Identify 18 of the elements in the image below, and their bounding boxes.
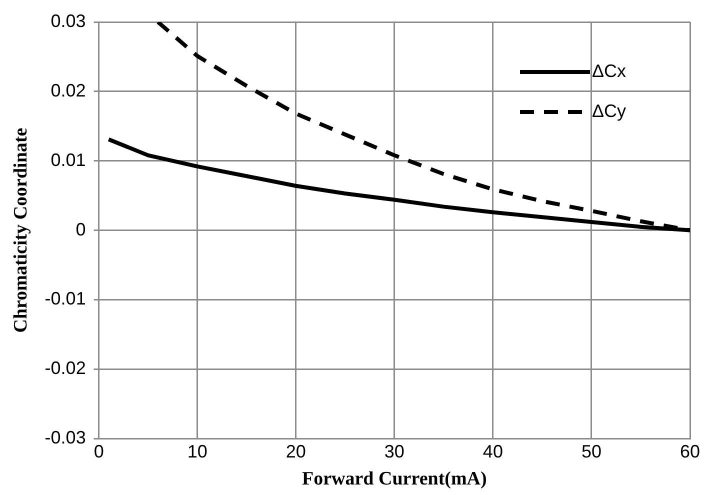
x-tick-label: 40 — [482, 441, 503, 462]
x-tick-label: 60 — [680, 441, 700, 462]
x-tick-label: 10 — [187, 441, 208, 462]
x-tick-label: 20 — [286, 441, 306, 462]
legend-label: ΔCx — [592, 60, 626, 81]
y-tick-label: -0.03 — [44, 428, 86, 448]
x-tick-label: 30 — [384, 441, 404, 462]
y-tick-label: -0.02 — [44, 358, 86, 378]
y-tick-label: 0.03 — [50, 10, 86, 31]
x-tick-label: 0 — [94, 441, 104, 462]
x-axis-title: Forward Current(mA) — [302, 468, 487, 490]
y-tick-label: 0 — [76, 219, 86, 240]
y-tick-label: 0.02 — [50, 80, 86, 100]
x-tick-label: 50 — [581, 441, 602, 462]
y-tick-label: 0.01 — [50, 150, 86, 170]
y-tick-label: -0.01 — [44, 288, 86, 309]
legend-label: ΔCy — [592, 100, 626, 121]
y-axis-title: Chromaticity Coordinate — [10, 128, 32, 333]
